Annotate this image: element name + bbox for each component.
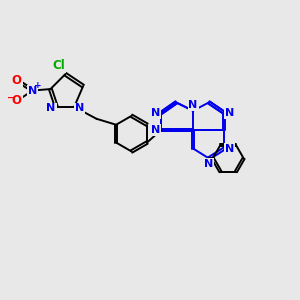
Text: N: N bbox=[225, 108, 234, 118]
Text: N: N bbox=[225, 143, 234, 154]
Text: +: + bbox=[34, 81, 41, 90]
Text: −: − bbox=[7, 92, 15, 102]
Text: N: N bbox=[188, 100, 198, 110]
Text: O: O bbox=[12, 94, 22, 107]
Text: N: N bbox=[151, 108, 160, 118]
Text: N: N bbox=[75, 103, 84, 113]
Text: N: N bbox=[151, 125, 160, 135]
Text: N: N bbox=[46, 103, 56, 113]
Text: N: N bbox=[28, 85, 37, 96]
Text: N: N bbox=[204, 159, 214, 169]
Text: Cl: Cl bbox=[52, 59, 65, 72]
Text: O: O bbox=[12, 74, 22, 87]
